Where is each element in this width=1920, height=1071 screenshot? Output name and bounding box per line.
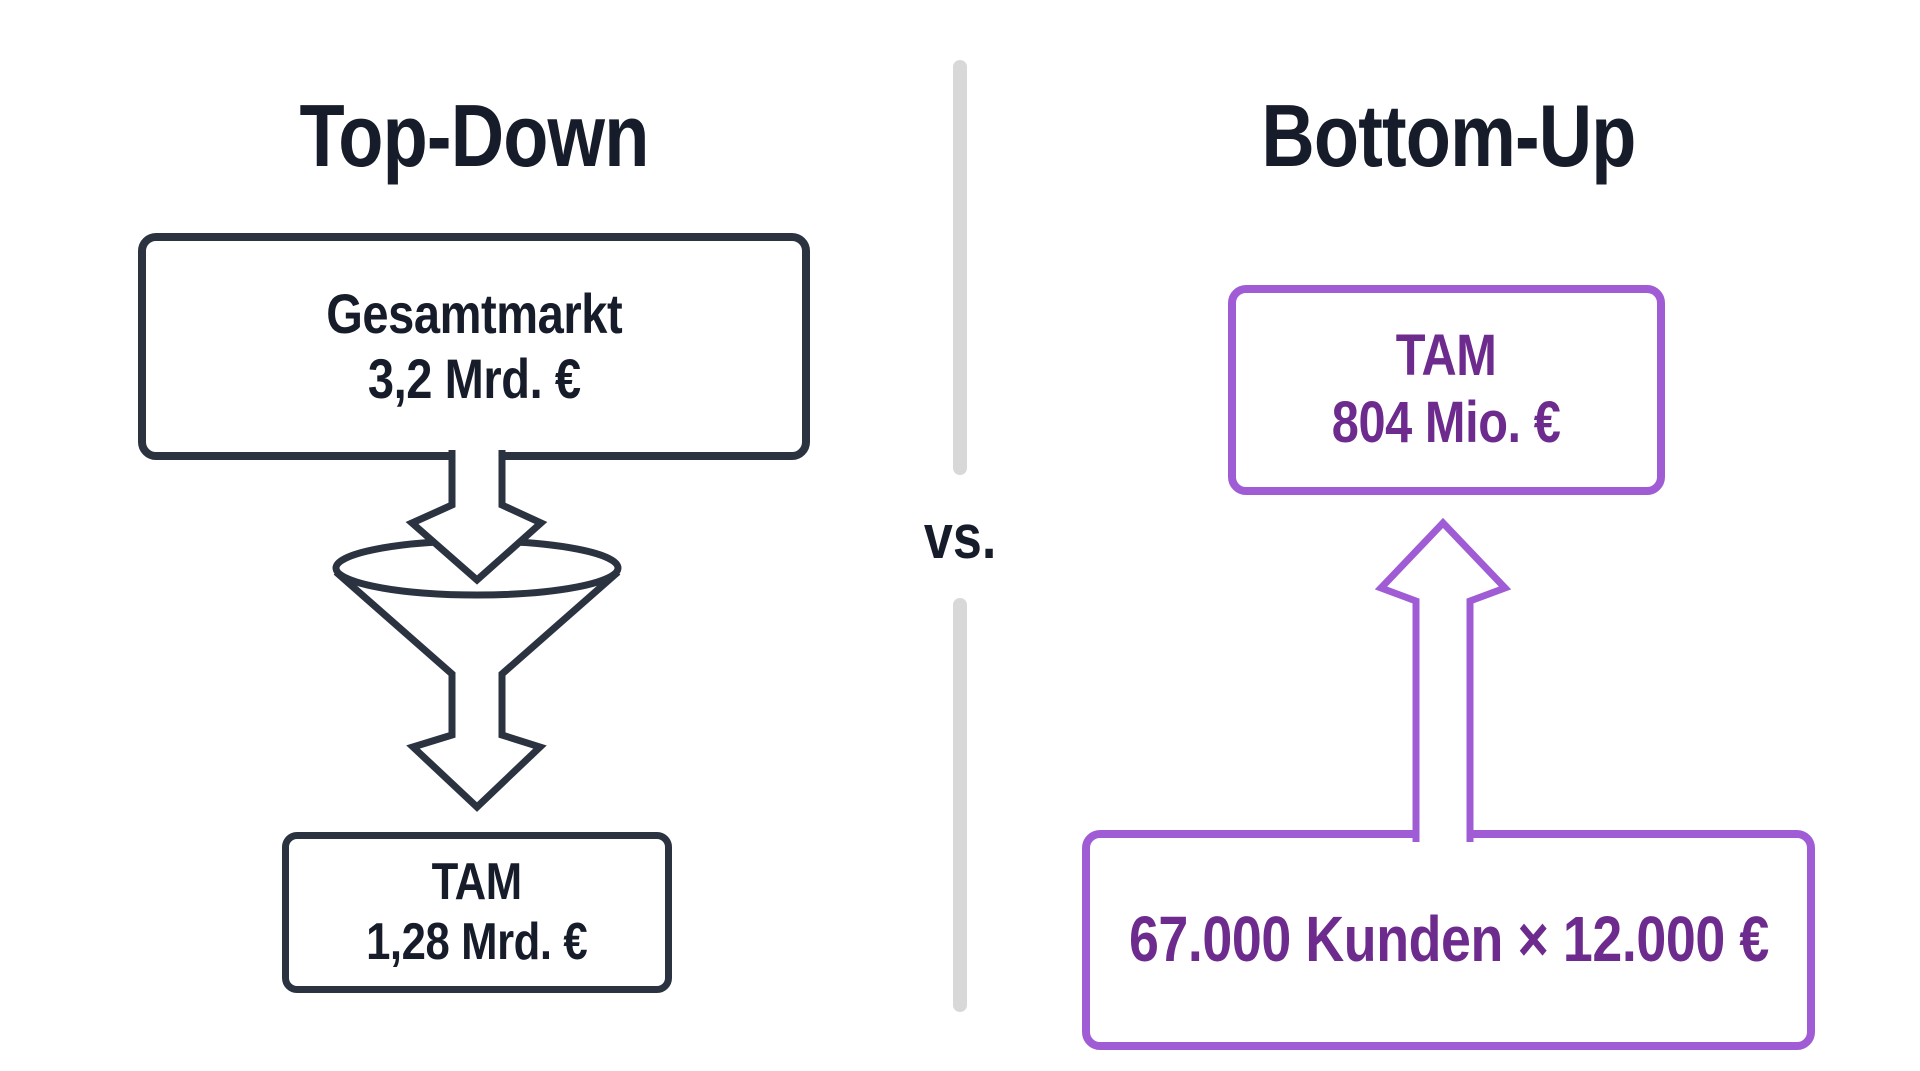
tam-right-value: 804 Mio. € [1332,390,1561,455]
calculation-box-text: 67.000 Kunden × 12.000 € [1129,903,1769,977]
bottom-up-title-text: Bottom-Up [1261,86,1636,185]
divider-line-top [953,60,967,475]
calculation-box: 67.000 Kunden × 12.000 € [1082,830,1815,1050]
gesamtmarkt-box: Gesamtmarkt 3,2 Mrd. € [138,233,810,460]
vs-label: vs. [880,503,1040,572]
top-down-title: Top-Down [138,92,810,180]
arrow-up-icon [1374,517,1512,842]
arrow-down-icon [405,450,548,585]
bottom-up-title: Bottom-Up [1082,92,1815,180]
tam-right-label: TAM [1396,323,1497,389]
funnel-icon [332,537,622,812]
tam-left-value: 1,28 Mrd. € [366,912,588,971]
tam-left-box-text: TAM 1,28 Mrd. € [366,852,588,973]
tam-left-label: TAM [431,852,523,911]
gesamtmarkt-box-text: Gesamtmarkt 3,2 Mrd. € [326,282,622,411]
funnel-rim [332,537,622,599]
funnel-cone-arrow [333,569,621,812]
divider-line-bottom [953,598,967,1012]
top-down-title-text: Top-Down [299,86,649,185]
tam-left-box: TAM 1,28 Mrd. € [282,832,672,993]
tam-right-box: TAM 804 Mio. € [1228,285,1665,495]
gesamtmarkt-label: Gesamtmarkt [325,282,623,346]
tam-right-box-text: TAM 804 Mio. € [1332,323,1561,456]
calculation-value: 67.000 Kunden × 12.000 € [1128,903,1769,976]
gesamtmarkt-value: 3,2 Mrd. € [367,346,581,410]
vs-label-text: vs. [923,502,997,572]
